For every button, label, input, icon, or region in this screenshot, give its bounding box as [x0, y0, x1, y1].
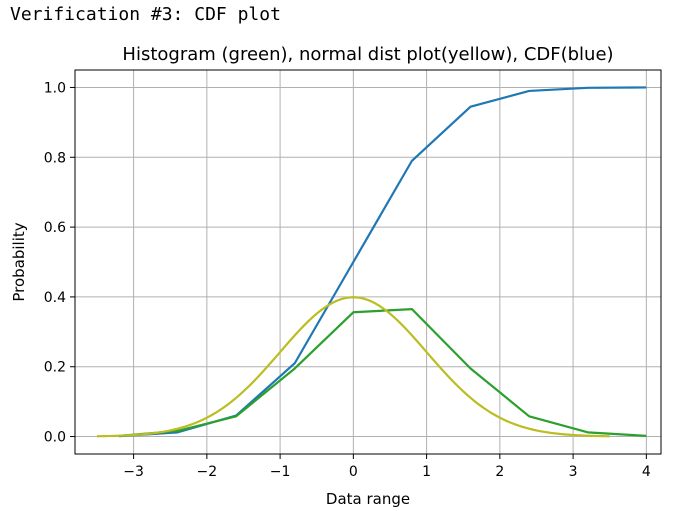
x-tick-label: 1	[422, 464, 431, 480]
plot-frame	[74, 69, 662, 455]
chart-title: Histogram (green), normal dist plot(yell…	[122, 44, 613, 65]
normal-pdf-line	[96, 296, 610, 438]
x-tick-label: 4	[642, 464, 651, 480]
x-tick-label: −1	[270, 464, 291, 480]
x-tick-label: −2	[197, 464, 218, 480]
histogram-line	[118, 308, 647, 437]
y-tick-label: 1.0	[44, 80, 66, 96]
y-tick-label: 0.4	[44, 290, 66, 306]
y-tick-label: 0.2	[44, 360, 66, 376]
tick-marks: −3 −2 −1 0 1 2 3 4 0.0 0.2 0.4 0.6 0.8 1.0	[44, 80, 651, 480]
y-tick-label: 0.0	[44, 430, 66, 446]
output-text: Verification #3: CDF plot	[10, 4, 281, 25]
y-axis-label: Probability	[10, 222, 28, 301]
x-tick-label: 0	[349, 464, 358, 480]
y-tick-label: 0.8	[44, 150, 66, 166]
cdf-line	[118, 86, 647, 438]
x-tick-label: 3	[569, 464, 578, 480]
series-lines	[96, 86, 647, 438]
grid-lines	[75, 70, 661, 454]
x-axis-label: Data range	[326, 490, 410, 508]
y-tick-label: 0.6	[44, 220, 66, 236]
x-tick-label: 2	[495, 464, 504, 480]
x-tick-label: −3	[123, 464, 144, 480]
